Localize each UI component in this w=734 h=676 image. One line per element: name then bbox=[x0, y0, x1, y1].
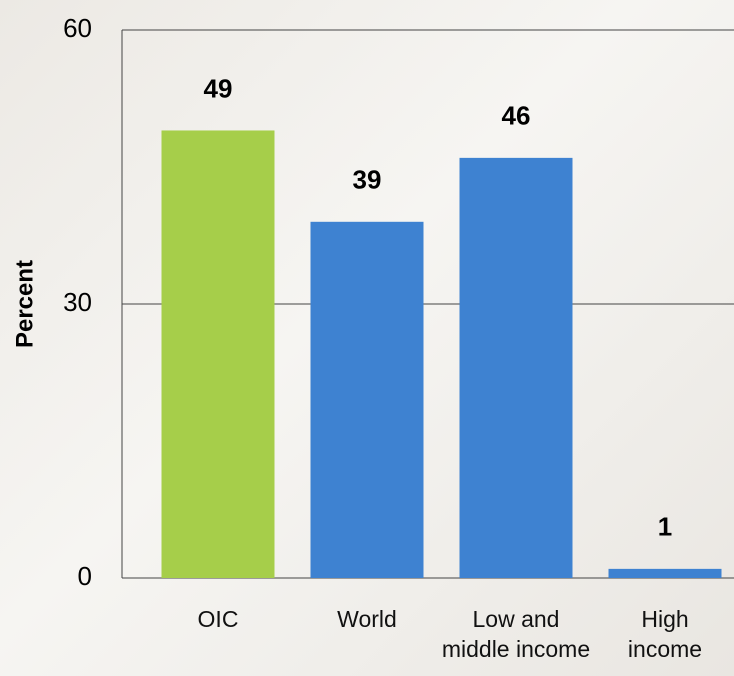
x-tick-label: High income bbox=[627, 606, 703, 662]
x-tick-label: Low and middle income bbox=[441, 606, 591, 662]
x-tick-label: World bbox=[337, 606, 397, 632]
value-label: 46 bbox=[502, 101, 531, 131]
bar bbox=[459, 157, 573, 578]
value-label: 49 bbox=[204, 73, 233, 103]
x-tick-label: OIC bbox=[197, 606, 239, 632]
value-label: 1 bbox=[658, 512, 672, 542]
y-tick-label: 60 bbox=[63, 13, 92, 43]
y-axis-label: Percent bbox=[11, 260, 38, 348]
value-label: 39 bbox=[353, 165, 382, 195]
bar bbox=[310, 221, 424, 579]
bar bbox=[608, 568, 722, 578]
y-tick-label: 30 bbox=[63, 287, 92, 317]
y-tick-label: 0 bbox=[78, 561, 92, 591]
bar bbox=[161, 130, 275, 578]
